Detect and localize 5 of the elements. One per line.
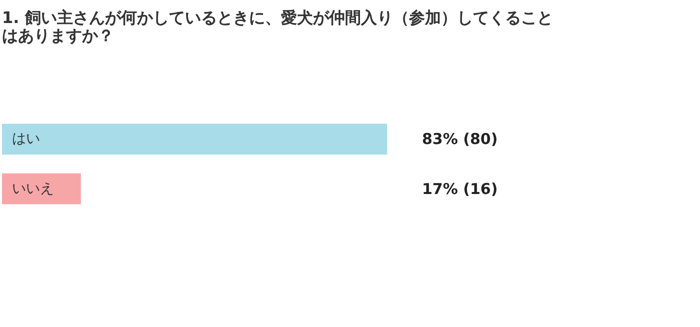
data-label: 83% (80) <box>422 130 498 148</box>
data-label: 17% (16) <box>422 180 498 198</box>
y-tick-label: はい <box>12 131 40 148</box>
chart-title: 1. 飼い主さんが何かしているときに、愛犬が仲間入り（参加）してくることはありますか？ <box>2 8 553 45</box>
y-tick-label: いいえ <box>12 180 54 197</box>
